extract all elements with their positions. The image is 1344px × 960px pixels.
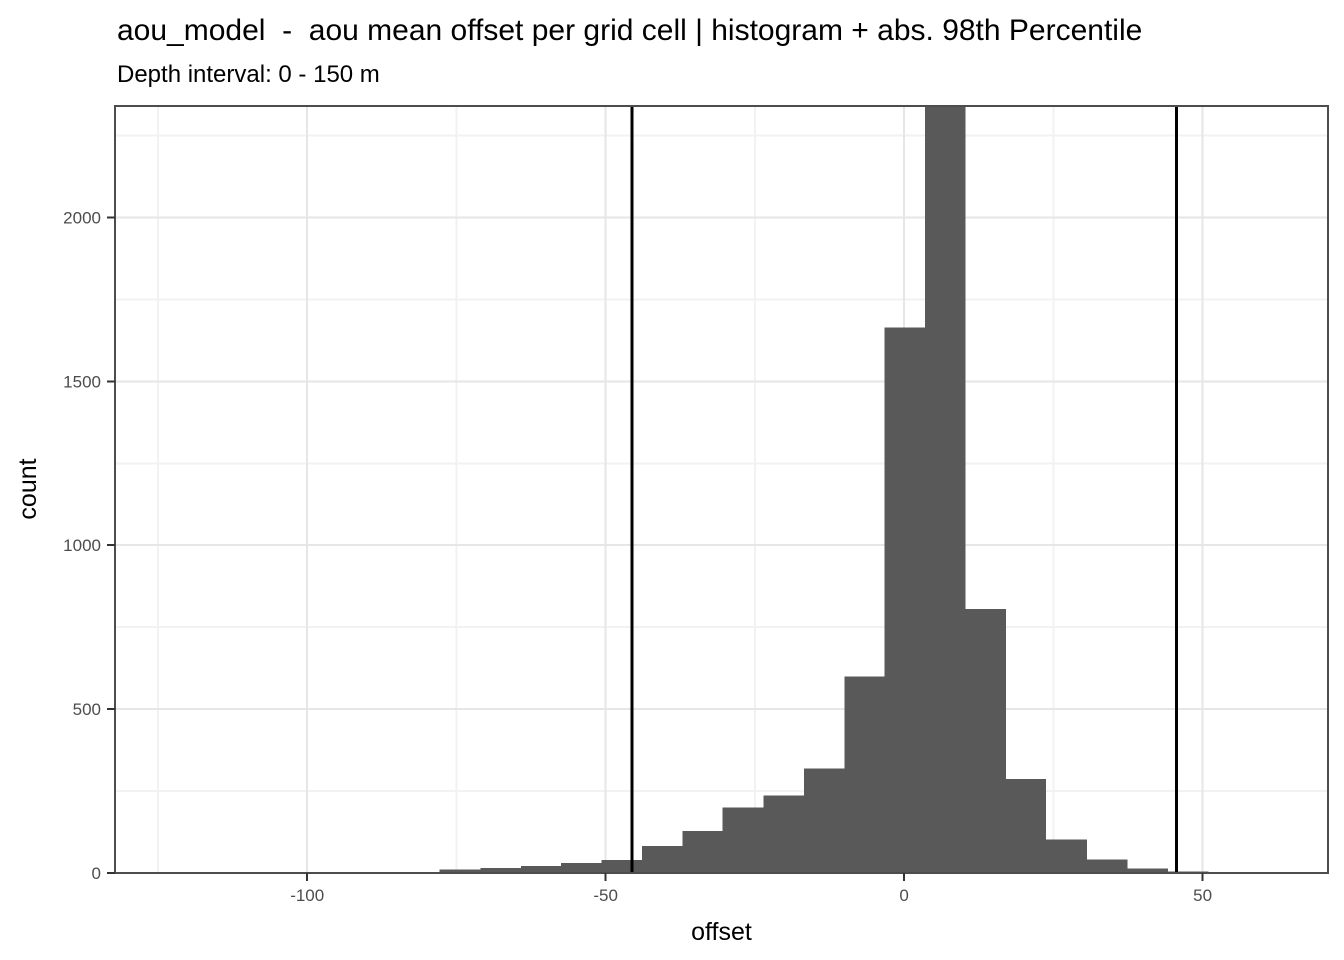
histogram-bar <box>965 609 1007 873</box>
histogram-bar <box>642 846 683 873</box>
histogram-bar <box>844 676 885 873</box>
histogram-bar <box>722 807 764 873</box>
x-tick-label: -50 <box>593 886 618 905</box>
histogram-bar <box>925 106 966 873</box>
x-axis-title: offset <box>691 918 752 946</box>
panel-border <box>114 105 1329 874</box>
histogram-bar <box>601 859 643 873</box>
histogram-bar <box>884 327 926 874</box>
histogram-bar <box>520 865 561 873</box>
panel-background <box>115 106 1328 873</box>
x-tick-label: 50 <box>1193 886 1212 905</box>
histogram-bar <box>480 867 521 873</box>
y-tick-label: 1500 <box>63 372 101 391</box>
y-tick-label: 0 <box>92 864 101 883</box>
histogram-bar <box>1086 859 1128 873</box>
plot-subtitle: Depth interval: 0 - 150 m <box>117 61 380 88</box>
histogram-bar <box>560 863 602 873</box>
y-axis-title-text: count <box>14 458 42 520</box>
histogram-bar <box>439 869 481 873</box>
histogram-bar <box>1127 868 1169 873</box>
histogram-bar <box>1006 778 1047 873</box>
histogram-bar <box>1046 839 1087 873</box>
y-tick-label: 2000 <box>63 208 101 227</box>
histogram-bar <box>682 831 723 873</box>
plot-title: aou_model - aou mean offset per grid cel… <box>117 14 1143 47</box>
x-tick-label: 0 <box>899 886 908 905</box>
histogram-bar <box>803 768 845 873</box>
histogram-bar <box>763 795 804 873</box>
y-tick-label: 500 <box>73 700 101 719</box>
x-tick-label: -100 <box>290 886 324 905</box>
y-tick-label: 1000 <box>63 536 101 555</box>
